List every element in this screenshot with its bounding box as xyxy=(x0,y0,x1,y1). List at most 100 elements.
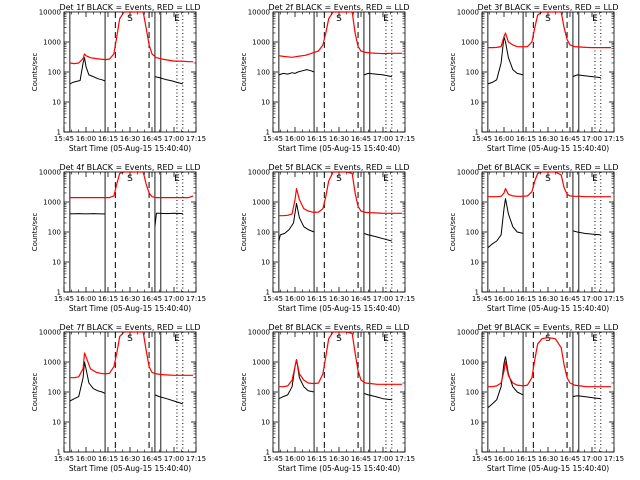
x-tick-label: 15:45 xyxy=(472,455,492,463)
x-tick-label: 16:45 xyxy=(142,135,162,143)
x-tick-label: 17:00 xyxy=(373,455,393,463)
series-line-lld xyxy=(487,11,612,49)
x-tick-label: 17:15 xyxy=(604,455,624,463)
x-tick-label: 16:30 xyxy=(538,295,558,303)
series-line-lld xyxy=(487,171,612,198)
y-tick-label: 1000 xyxy=(43,359,61,367)
x-axis-label: Start Time (05-Aug-15 15:40:40) xyxy=(487,464,609,473)
x-tick-label: 17:15 xyxy=(186,295,206,303)
y-tick-label: 1000 xyxy=(461,359,479,367)
marker-label: S xyxy=(545,334,551,344)
series-line-events xyxy=(363,72,392,78)
y-tick-label: 100 xyxy=(48,69,61,77)
x-axis-label: Start Time (05-Aug-15 15:40:40) xyxy=(69,464,191,473)
y-tick-label: 10000 xyxy=(248,9,270,17)
x-tick-label: 15:45 xyxy=(263,295,283,303)
x-tick-label: 16:15 xyxy=(516,295,536,303)
y-tick-label: 10 xyxy=(470,259,479,267)
series-line-events xyxy=(69,57,106,85)
x-tick-label: 16:15 xyxy=(98,135,118,143)
marker-label: E xyxy=(174,174,180,184)
marker-label: S xyxy=(545,174,551,184)
detector-panel-2: S E 1 10 100 1000 10000 15:45 16:00 16:15 16:30 16:… xyxy=(240,3,415,153)
x-tick-label: 15:45 xyxy=(54,135,74,143)
x-tick-label: 16:00 xyxy=(285,295,305,303)
plot-frame xyxy=(272,331,406,453)
panel-title: Det 1f BLACK = Events, RED = LLD xyxy=(59,3,200,12)
detector-panel-5: S E 1 10 100 1000 10000 15:45 16:00 16:15 16:30 16:… xyxy=(240,163,415,313)
y-tick-label: 10000 xyxy=(457,169,479,177)
series-line-events xyxy=(572,395,601,400)
y-tick-label: 10000 xyxy=(39,9,61,17)
y-tick-label: 1000 xyxy=(43,39,61,47)
series-line-events xyxy=(154,76,183,85)
y-tick-label: 10000 xyxy=(248,329,270,337)
plot-frame xyxy=(272,11,406,133)
series-line-events xyxy=(363,392,392,401)
x-axis-label: Start Time (05-Aug-15 15:40:40) xyxy=(69,144,191,153)
series-line-events xyxy=(278,202,315,242)
x-tick-label: 17:00 xyxy=(164,135,184,143)
x-tick-label: 17:00 xyxy=(582,455,602,463)
x-tick-label: 15:45 xyxy=(54,295,74,303)
x-tick-label: 16:30 xyxy=(120,295,140,303)
marker-label: S xyxy=(127,14,133,24)
x-tick-label: 15:45 xyxy=(263,135,283,143)
x-tick-label: 16:45 xyxy=(560,455,580,463)
x-axis-label: Start Time (05-Aug-15 15:40:40) xyxy=(278,304,400,313)
x-tick-label: 16:00 xyxy=(285,135,305,143)
series-line-events xyxy=(572,230,601,236)
x-tick-label: 15:45 xyxy=(263,455,283,463)
x-tick-label: 16:30 xyxy=(538,135,558,143)
series-line-lld xyxy=(278,331,403,388)
marker-label: E xyxy=(383,334,389,344)
x-tick-label: 16:45 xyxy=(351,135,371,143)
marker-label: E xyxy=(383,14,389,24)
y-tick-label: 10000 xyxy=(248,169,270,177)
x-axis-label: Start Time (05-Aug-15 15:40:40) xyxy=(487,144,609,153)
series-line-events xyxy=(487,36,524,85)
x-tick-label: 17:15 xyxy=(395,455,415,463)
y-tick-label: 1000 xyxy=(461,199,479,207)
x-tick-label: 17:00 xyxy=(582,135,602,143)
marker-label: E xyxy=(174,334,180,344)
y-tick-label: 100 xyxy=(257,389,270,397)
x-axis-label: Start Time (05-Aug-15 15:40:40) xyxy=(487,304,609,313)
x-tick-label: 15:45 xyxy=(472,295,492,303)
panel-title: Det 6f BLACK = Events, RED = LLD xyxy=(477,163,618,172)
y-tick-label: 1000 xyxy=(461,39,479,47)
plot-frame xyxy=(63,11,197,133)
detector-panel-9: S E 1 10 100 1000 10000 15:45 16:00 16:15 16:30 16:… xyxy=(449,323,624,473)
y-axis-label: Counts/sec xyxy=(240,53,248,92)
marker-label: E xyxy=(174,14,180,24)
marker-label: E xyxy=(383,174,389,184)
plot-frame xyxy=(63,171,197,293)
x-tick-label: 16:45 xyxy=(351,295,371,303)
panel-title: Det 9f BLACK = Events, RED = LLD xyxy=(477,323,618,332)
y-axis-label: Counts/sec xyxy=(31,373,39,412)
y-tick-label: 10 xyxy=(261,99,270,107)
x-tick-label: 16:30 xyxy=(538,455,558,463)
marker-label: S xyxy=(127,334,133,344)
y-tick-label: 100 xyxy=(257,69,270,77)
detector-panel-4: S E 1 10 100 1000 10000 15:45 16:00 16:15 16:30 16:… xyxy=(31,163,206,313)
series-line-events xyxy=(278,69,315,76)
y-tick-label: 10 xyxy=(261,259,270,267)
y-tick-label: 10 xyxy=(52,99,61,107)
series-line-lld xyxy=(487,337,612,388)
x-tick-label: 17:15 xyxy=(604,135,624,143)
y-tick-label: 10 xyxy=(470,99,479,107)
x-tick-label: 16:15 xyxy=(516,135,536,143)
series-line-lld xyxy=(69,331,194,379)
x-tick-label: 16:45 xyxy=(560,135,580,143)
plot-frame xyxy=(272,171,406,293)
x-tick-label: 17:00 xyxy=(582,295,602,303)
y-tick-label: 10000 xyxy=(39,329,61,337)
x-tick-label: 16:00 xyxy=(494,455,514,463)
series-line-events xyxy=(278,359,315,400)
y-tick-label: 10000 xyxy=(457,329,479,337)
y-tick-label: 10 xyxy=(52,419,61,427)
marker-label: S xyxy=(127,174,133,184)
series-line-events xyxy=(154,212,183,227)
